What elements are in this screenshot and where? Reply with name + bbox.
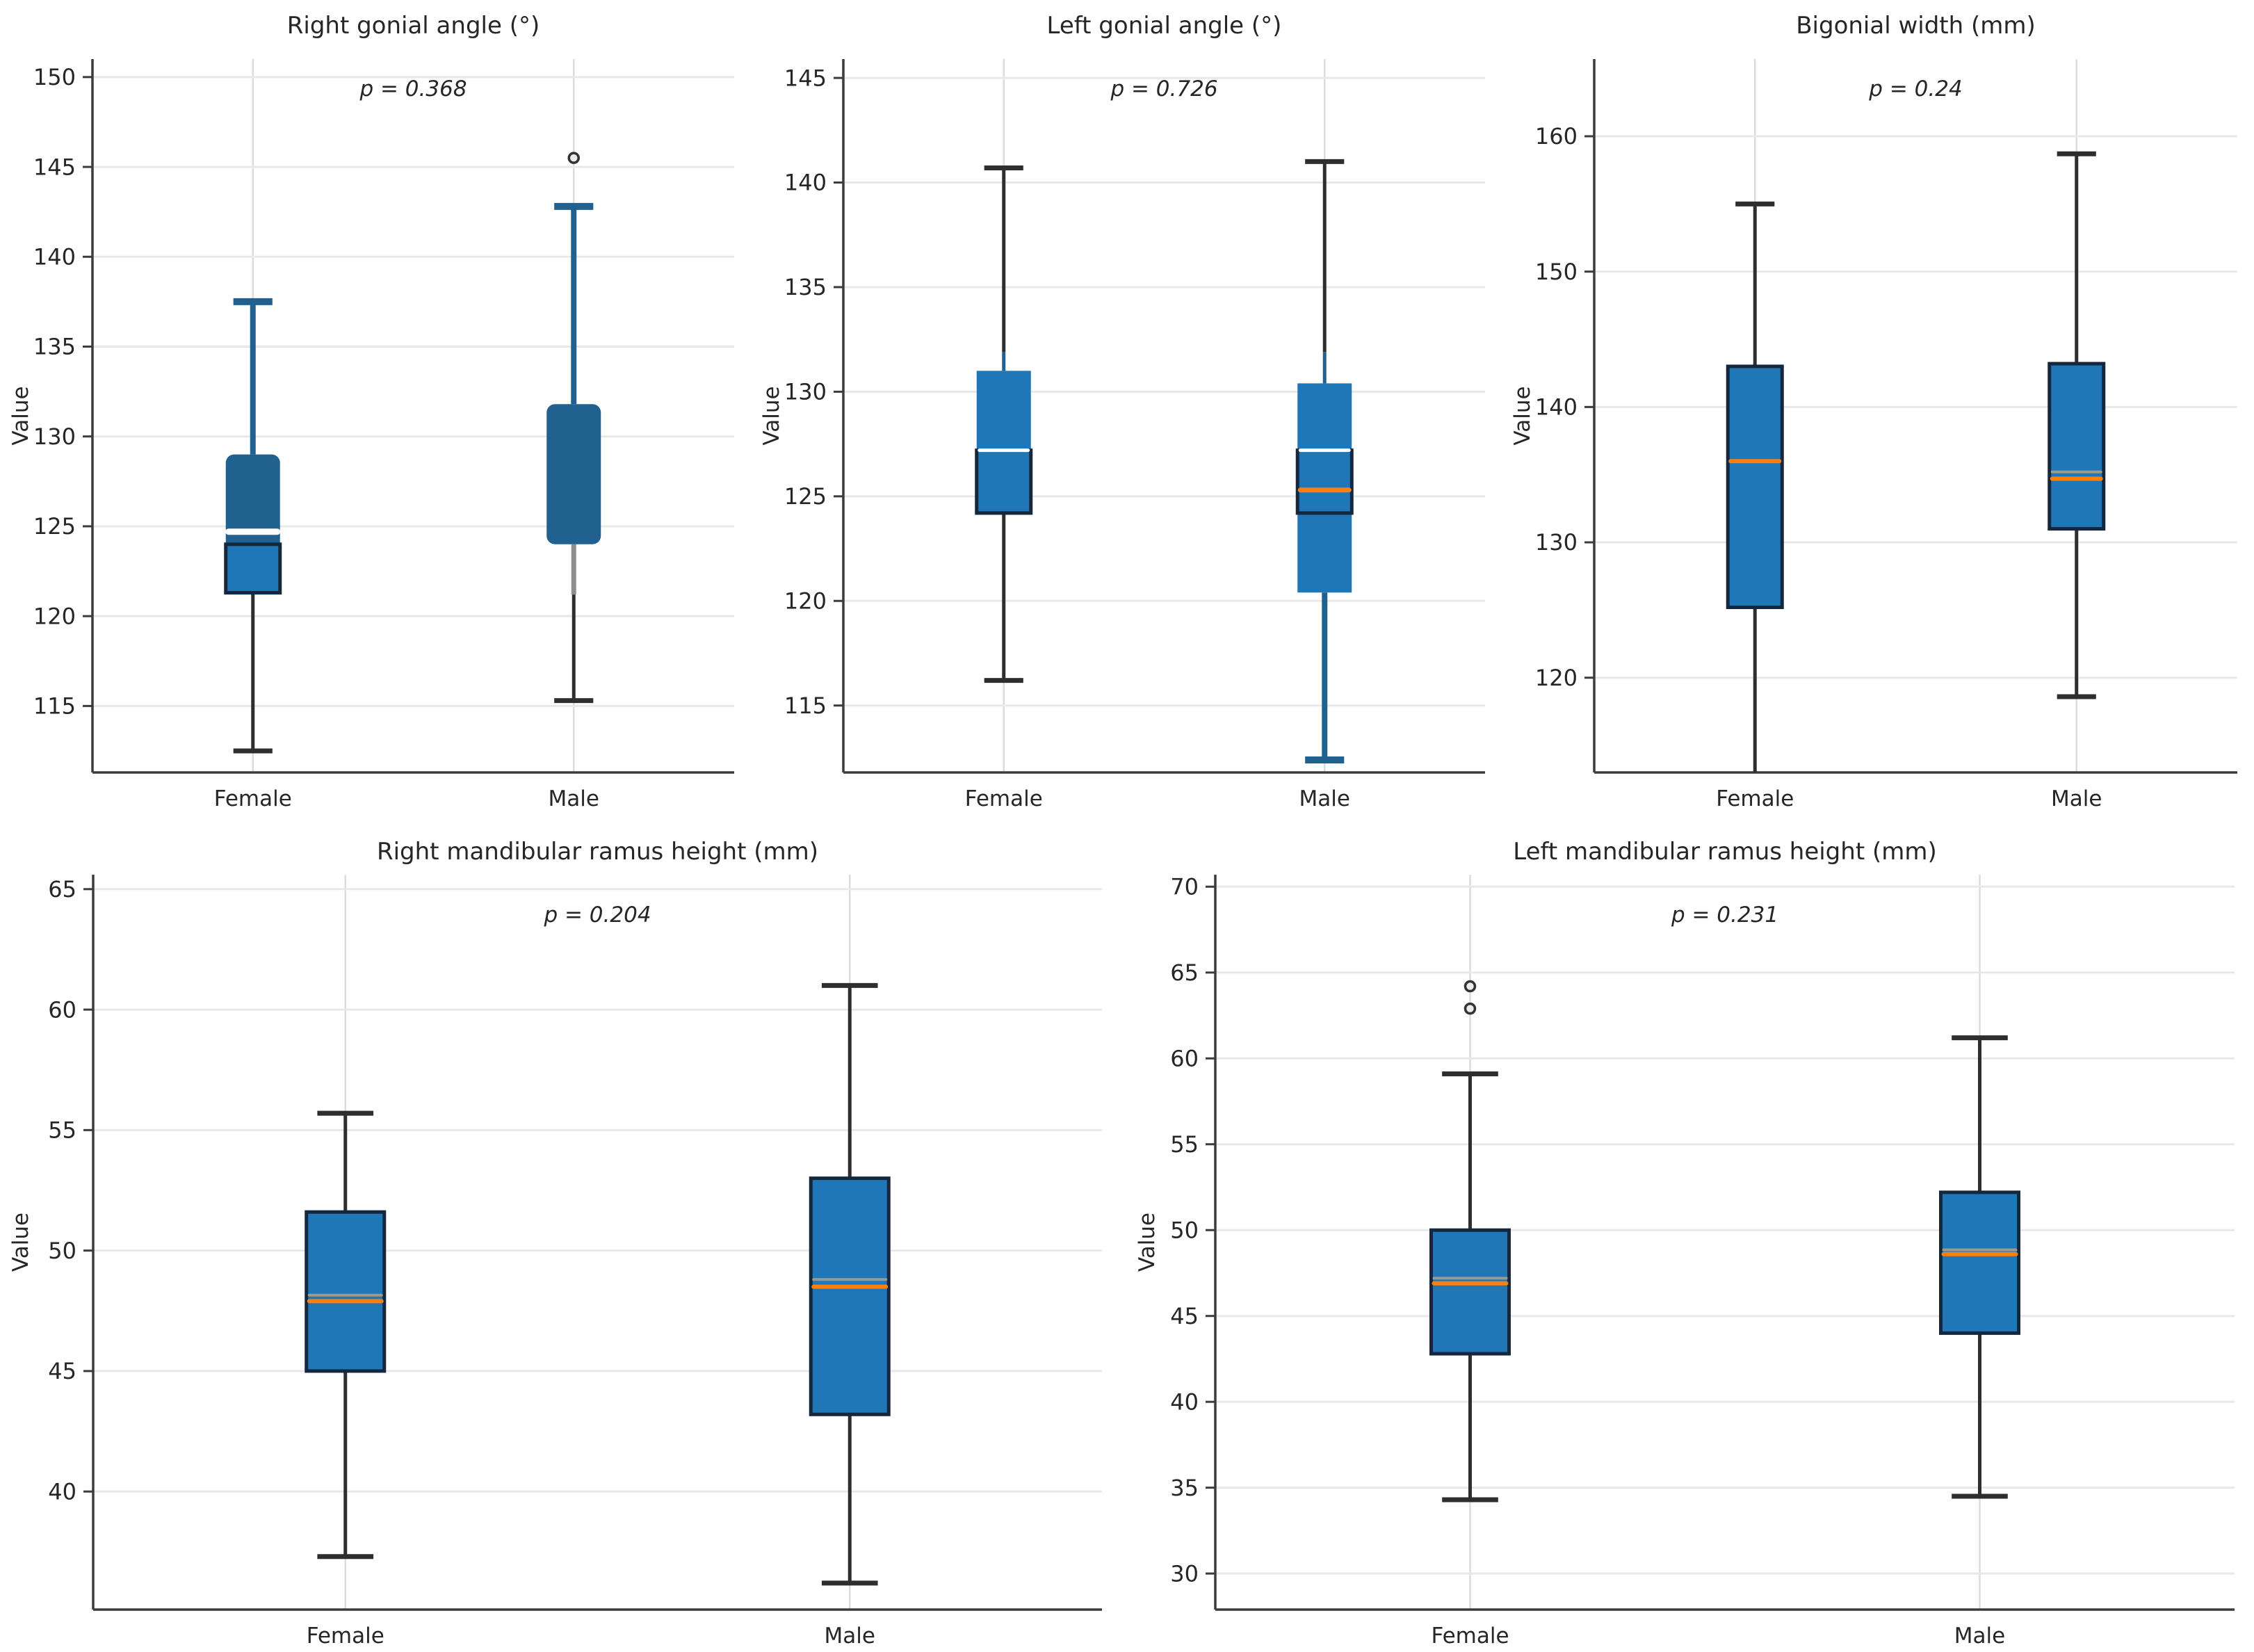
- outlier-point: [1464, 980, 1477, 993]
- y-tick-label: 60: [48, 996, 76, 1023]
- y-tick-label: 45: [1170, 1303, 1199, 1329]
- chart-title: Left mandibular ramus height (mm): [1513, 838, 1936, 866]
- y-axis-label: Value: [8, 386, 33, 445]
- y-tick-label: 115: [33, 693, 76, 720]
- outlier-point: [567, 152, 580, 164]
- y-tick-label: 125: [33, 513, 76, 540]
- chart-canvas-right-gonial-angle: 115 120 125 130 135 140 145 150 Right gonial ang…: [8, 12, 734, 811]
- box: [1429, 1228, 1511, 1356]
- y-tick-label: 130: [33, 423, 76, 450]
- y-tick-label: 35: [1170, 1475, 1199, 1501]
- y-tick-label: 120: [1535, 665, 1578, 691]
- box: [1295, 448, 1354, 515]
- y-tick-label: 145: [33, 154, 76, 180]
- p-value-label: p = 0.368: [359, 76, 467, 102]
- y-tick-label: 160: [1535, 123, 1578, 149]
- box: [1726, 364, 1784, 609]
- box: [224, 542, 282, 595]
- y-tick-label: 70: [1170, 873, 1199, 900]
- y-tick-label: 55: [1170, 1131, 1199, 1158]
- y-tick-label: 65: [1170, 959, 1199, 986]
- y-tick-label: 45: [48, 1358, 76, 1384]
- y-tick-label: 140: [33, 243, 76, 270]
- y-tick-label: 135: [33, 334, 76, 360]
- box: [546, 404, 601, 544]
- x-category-label: Male: [2051, 786, 2102, 811]
- subplot-bigonial-width-mm: 120 130 140 150 160 Bigonial width (mm) p = 0.…: [1502, 0, 2254, 826]
- chart-title: Right gonial angle (°): [287, 12, 540, 40]
- subplot-left-gonial-angle: 115 120 125 130 135 140 145 Left gonial angle (…: [751, 0, 1502, 826]
- box: [2048, 362, 2106, 531]
- subplot-left-mandibular-ramus-height-mm: 30 35 40 45 50 55 60 65 70 Left mandibular ramus …: [1126, 826, 2254, 1652]
- x-category-label: Female: [214, 786, 292, 811]
- box: [1939, 1190, 2020, 1335]
- chart-title: Right mandibular ramus height (mm): [377, 838, 818, 866]
- y-tick-label: 50: [1170, 1217, 1199, 1243]
- outlier-point: [1464, 1002, 1477, 1015]
- y-tick-label: 140: [784, 170, 827, 196]
- y-tick-label: 135: [784, 274, 827, 300]
- x-category-label: Female: [1431, 1623, 1509, 1649]
- box: [809, 1176, 891, 1416]
- box: [305, 1210, 387, 1373]
- y-axis-label: Value: [8, 1213, 33, 1272]
- chart-canvas-bigonial-width-mm: 120 130 140 150 160 Bigonial width (mm) p = 0.…: [1510, 12, 2237, 811]
- y-tick-label: 150: [33, 64, 76, 90]
- box: [975, 448, 1033, 515]
- y-tick-label: 130: [784, 379, 827, 405]
- y-tick-label: 150: [1535, 259, 1578, 285]
- y-tick-label: 50: [48, 1238, 76, 1264]
- x-category-label: Male: [1954, 1623, 2005, 1649]
- x-category-label: Male: [549, 786, 599, 811]
- chart-title: Left gonial angle (°): [1047, 12, 1282, 40]
- p-value-label: p = 0.726: [1110, 76, 1217, 102]
- y-tick-label: 55: [48, 1117, 76, 1144]
- x-category-label: Female: [1716, 786, 1794, 811]
- y-tick-label: 40: [1170, 1388, 1199, 1415]
- y-tick-label: 145: [784, 65, 827, 91]
- subplot-right-gonial-angle: 115 120 125 130 135 140 145 150 Right gonial ang…: [0, 0, 751, 826]
- p-value-label: p = 0.24: [1868, 76, 1962, 102]
- y-tick-label: 30: [1170, 1560, 1199, 1587]
- y-tick-label: 115: [784, 693, 827, 719]
- y-tick-label: 40: [48, 1478, 76, 1505]
- y-axis-label: Value: [759, 386, 784, 445]
- y-axis-label: Value: [1510, 386, 1535, 445]
- y-axis-label: Value: [1135, 1213, 1160, 1272]
- subplot-right-mandibular-ramus-height-mm: 40 45 50 55 60 65 Right mandibular ramus heigh…: [0, 826, 1126, 1652]
- x-category-label: Female: [307, 1623, 384, 1649]
- y-tick-label: 140: [1535, 394, 1578, 421]
- y-tick-label: 125: [784, 483, 827, 510]
- x-category-label: Male: [1299, 786, 1350, 811]
- chart-canvas-left-mandibular-ramus-height-mm: 30 35 40 45 50 55 60 65 70 Left mandibular ramus …: [1135, 838, 2235, 1649]
- y-tick-label: 65: [48, 876, 76, 902]
- chart-canvas-left-gonial-angle: 115 120 125 130 135 140 145 Left gonial angle (…: [759, 12, 1485, 811]
- p-value-label: p = 0.204: [543, 902, 651, 928]
- p-value-label: p = 0.231: [1671, 902, 1778, 928]
- chart-title: Bigonial width (mm): [1796, 12, 2036, 40]
- y-tick-label: 120: [33, 603, 76, 629]
- chart-canvas-right-mandibular-ramus-height-mm: 40 45 50 55 60 65 Right mandibular ramus heigh…: [8, 838, 1102, 1649]
- x-category-label: Female: [965, 786, 1043, 811]
- y-tick-label: 60: [1170, 1045, 1199, 1071]
- y-tick-label: 120: [784, 588, 827, 614]
- y-tick-label: 130: [1535, 529, 1578, 556]
- x-category-label: Male: [825, 1623, 875, 1649]
